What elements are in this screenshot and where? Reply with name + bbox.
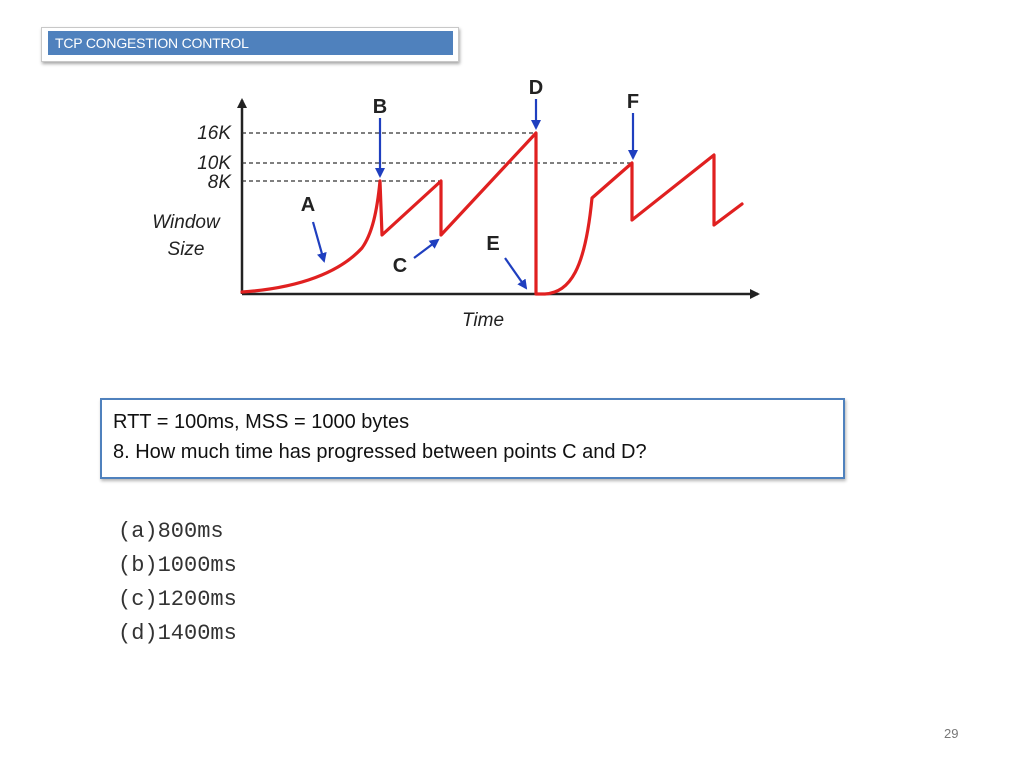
point-label-d: D <box>529 77 543 99</box>
slide-title: TCP CONGESTION CONTROL <box>48 31 453 55</box>
option-text: 1400ms <box>157 621 237 646</box>
point-label-c: C <box>393 255 407 277</box>
page-number: 29 <box>944 726 959 741</box>
option-text: 1200ms <box>157 587 237 612</box>
arrow-e-icon <box>504 257 528 290</box>
option-b[interactable]: (b)1000ms <box>118 549 237 583</box>
option-d[interactable]: (d)1400ms <box>118 617 237 651</box>
arrow-a-icon <box>311 221 327 263</box>
y-axis-label-line2: Size <box>168 239 205 260</box>
option-text: 1000ms <box>157 553 237 578</box>
y-tick-8k: 8K <box>208 172 233 193</box>
answer-options: (a)800ms (b)1000ms (c)1200ms (d)1400ms <box>118 515 237 651</box>
question-box: RTT = 100ms, MSS = 1000 bytes 8. How muc… <box>100 398 845 479</box>
point-label-e: E <box>486 233 499 255</box>
arrow-c-icon <box>413 238 440 259</box>
question-text: 8. How much time has progressed between … <box>113 441 647 463</box>
congestion-window-diagram: 16K 10K 8K Window Size Time A B C D E F <box>152 77 760 331</box>
option-key: (a) <box>118 519 158 544</box>
option-key: (c) <box>118 587 158 612</box>
point-label-b: B <box>373 96 387 118</box>
y-tick-16k: 16K <box>197 123 232 144</box>
y-axis-label-line1: Window <box>152 212 221 233</box>
option-key: (d) <box>118 621 158 646</box>
point-label-a: A <box>301 194 315 216</box>
y-tick-10k: 10K <box>197 153 232 174</box>
option-c[interactable]: (c)1200ms <box>118 583 237 617</box>
congestion-window-curve <box>240 131 744 296</box>
option-a[interactable]: (a)800ms <box>118 515 237 549</box>
x-axis-label: Time <box>462 310 504 331</box>
option-text: 800ms <box>157 519 224 544</box>
option-key: (b) <box>118 553 158 578</box>
question-given: RTT = 100ms, MSS = 1000 bytes <box>113 411 410 433</box>
point-label-f: F <box>627 91 639 113</box>
slide-header: TCP CONGESTION CONTROL <box>41 27 459 62</box>
